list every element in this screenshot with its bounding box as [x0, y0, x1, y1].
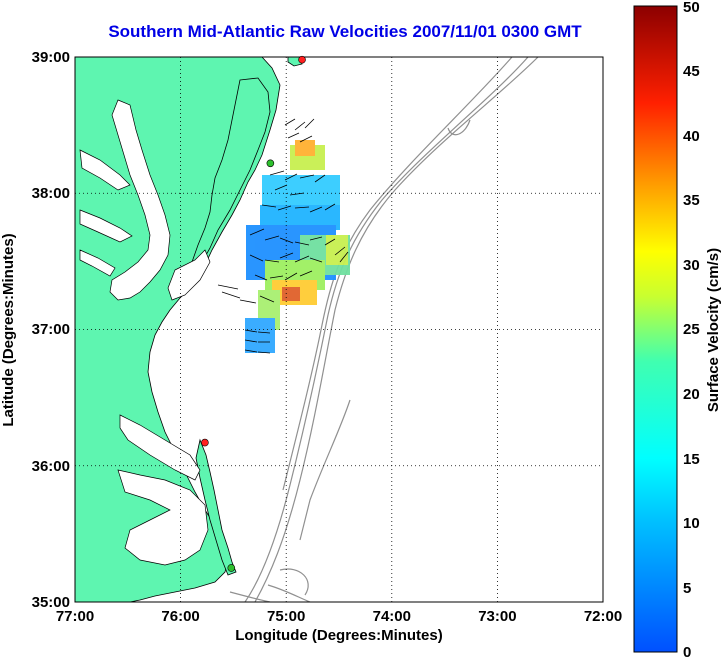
colorbar-tick: 20 [683, 386, 700, 403]
colorbar-tick: 40 [683, 128, 700, 145]
plot-frame [74, 56, 604, 603]
y-axis-label: Latitude (Degrees:Minutes) [0, 233, 17, 426]
colorbar-tick: 35 [683, 192, 700, 209]
y-tick-label: 38:00 [32, 185, 70, 202]
current-vectors [217, 118, 349, 354]
chart-title: Southern Mid-Atlantic Raw Velocities 200… [108, 22, 582, 41]
colorbar-tick: 50 [683, 0, 700, 16]
y-tick-label: 37:00 [32, 321, 70, 338]
x-tick-label: 74:00 [373, 608, 411, 625]
y-tick-label: 39:00 [32, 49, 70, 66]
station-marker [266, 159, 275, 168]
colorbar-tick: 0 [683, 644, 691, 659]
colorbar-tick: 5 [683, 580, 691, 597]
colorbar-tick: 10 [683, 515, 700, 532]
colorbar-gradient [633, 5, 678, 653]
colorbar-tick: 45 [683, 63, 700, 80]
x-tick-label: 76:00 [161, 608, 199, 625]
grid-lines [75, 57, 603, 602]
x-tick-label: 72:00 [584, 608, 622, 625]
x-axis-label: Longitude (Degrees:Minutes) [235, 627, 443, 644]
x-tick-label: 77:00 [56, 608, 94, 625]
station-marker [227, 564, 236, 572]
station-marker [201, 438, 209, 447]
y-tick-label: 35:00 [32, 594, 70, 611]
x-tick-label: 75:00 [267, 608, 305, 625]
y-axis: 39:00 38:00 37:00 36:00 35:00 Latitude (… [0, 49, 70, 611]
station-marker [298, 55, 306, 64]
x-axis: 77:00 76:00 75:00 74:00 73:00 72:00 Long… [56, 608, 622, 644]
colorbar-label: Surface Velocity (cm/s) [705, 248, 722, 412]
colorbar-tick: 30 [683, 257, 700, 274]
land [75, 57, 303, 602]
y-tick-label: 36:00 [32, 458, 70, 475]
colorbar-tick: 15 [683, 451, 700, 468]
colorbar: 0 5 10 15 20 25 30 35 40 45 50 Surface V… [633, 0, 722, 659]
colorbar-tick: 25 [683, 321, 700, 338]
x-tick-label: 73:00 [478, 608, 516, 625]
bay-waters [79, 99, 211, 566]
station-markers [201, 55, 306, 572]
